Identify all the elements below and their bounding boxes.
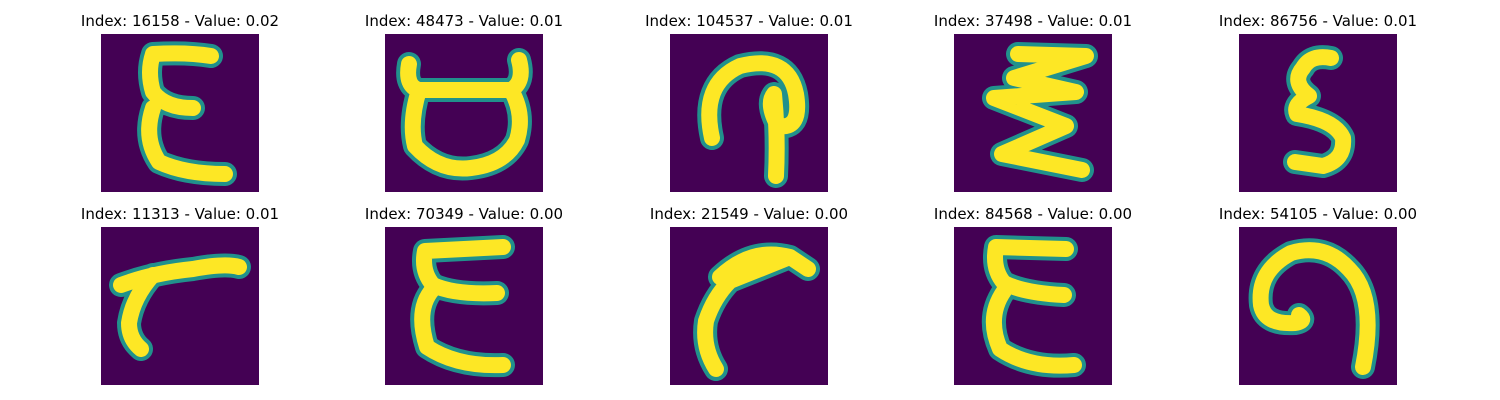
panel-2: Index: 48473 - Value: 0.01 [322,0,606,192]
panel-title: Index: 104537 - Value: 0.01 [645,12,853,30]
glyph-core [986,46,1094,178]
glyph-core [1252,242,1376,375]
panel-title: Index: 21549 - Value: 0.00 [649,205,849,223]
panel-title: Index: 84568 - Value: 0.00 [933,205,1133,223]
panel-3: Index: 104537 - Value: 0.01 [607,0,891,192]
glyph-core [697,246,816,377]
panel-1: Index: 16158 - Value: 0.02 [38,0,322,192]
panel-title: Index: 70349 - Value: 0.00 [364,205,564,223]
panel-title: Index: 86756 - Value: 0.01 [1218,12,1418,30]
panel-title: Index: 37498 - Value: 0.01 [933,12,1133,30]
glyph-core [1287,49,1352,174]
panel-7: Index: 70349 - Value: 0.00 [322,193,606,385]
glyph-image [954,227,1112,385]
glyph-core [400,52,529,177]
glyph-image [385,227,543,385]
panel-8: Index: 21549 - Value: 0.00 [607,193,891,385]
glyph-core [141,45,233,182]
panel-5: Index: 86756 - Value: 0.01 [1176,0,1460,192]
glyph-image [101,34,259,192]
panel-title: Index: 48473 - Value: 0.01 [364,12,564,30]
panel-title: Index: 11313 - Value: 0.01 [80,205,280,223]
glyph-image [954,34,1112,192]
glyph-image [670,34,828,192]
glyph-image [670,227,828,385]
glyph-image [1239,34,1397,192]
panel-4: Index: 37498 - Value: 0.01 [891,0,1175,192]
glyph-image [385,34,543,192]
glyph-core [986,239,1082,374]
panel-9: Index: 84568 - Value: 0.00 [891,193,1175,385]
panel-title: Index: 54105 - Value: 0.00 [1218,205,1418,223]
glyph-core [701,55,806,184]
panel-10: Index: 54105 - Value: 0.00 [1176,193,1460,385]
panel-title: Index: 16158 - Value: 0.02 [80,12,280,30]
glyph-image [1239,227,1397,385]
glyph-core [414,239,511,374]
glyph-image [101,227,259,385]
panel-6: Index: 11313 - Value: 0.01 [38,193,322,385]
glyph-core [113,257,247,357]
